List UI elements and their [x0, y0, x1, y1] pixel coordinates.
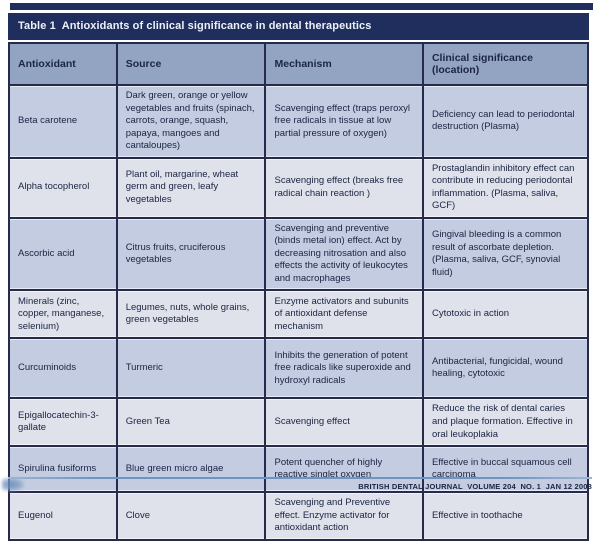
- journal-citation: BRITISH DENTAL JOURNAL VOLUME 204 NO. 1 …: [358, 482, 592, 491]
- table-row-minerals: Minerals (zinc, copper, manganese, selen…: [8, 289, 590, 340]
- page-top-rule: [10, 3, 593, 10]
- cell-mechanism: Enzyme activators and subunits of antiox…: [264, 289, 424, 340]
- table-row-ascorbic-acid: Ascorbic acid Citrus fruits, cruciferous…: [8, 216, 590, 292]
- cell-antioxidant: Curcuminoids: [8, 337, 118, 400]
- footer-rule: [8, 477, 592, 479]
- cell-source: Blue green micro algae: [115, 445, 267, 494]
- table-row-eugenol: Eugenol Clove Scavenging and Preventive …: [8, 491, 590, 541]
- cell-antioxidant: Minerals (zinc, copper, manganese, selen…: [8, 289, 118, 340]
- cell-source: Turmeric: [115, 337, 267, 400]
- table-row-epigallocatechin: Epigallocatechin-3-gallate Green Tea Sca…: [8, 397, 590, 448]
- table-row-alpha-tocopherol: Alpha tocopherol Plant oil, margarine, w…: [8, 156, 590, 219]
- cell-antioxidant: Ascorbic acid: [8, 216, 118, 292]
- cell-source: Plant oil, margarine, wheat germ and gre…: [115, 156, 267, 219]
- cell-clinical: Prostaglandin inhibitory effect can cont…: [421, 156, 590, 219]
- title-table-gap: [8, 40, 589, 42]
- corner-smudge-artifact: [2, 478, 24, 491]
- cell-clinical: Cytotoxic in action: [421, 289, 590, 340]
- cell-mechanism: Scavenging and preventive (binds metal i…: [264, 216, 424, 292]
- cell-mechanism: Scavenging and Preventive effect. Enzyme…: [264, 491, 424, 541]
- cell-clinical: Effective in toothache: [421, 491, 590, 541]
- cell-clinical: Effective in buccal squamous cell carcin…: [421, 445, 590, 494]
- cell-mechanism: Scavenging effect: [264, 397, 424, 448]
- cell-clinical: Reduce the risk of dental caries and pla…: [421, 397, 590, 448]
- cell-clinical: Antibacterial, fungicidal, wound healing…: [421, 337, 590, 400]
- cell-source: Legumes, nuts, whole grains, green veget…: [115, 289, 267, 340]
- column-header-mechanism: Mechanism: [264, 42, 424, 86]
- table-row-spirulina: Spirulina fusiforms Blue green micro alg…: [8, 445, 590, 494]
- cell-source: Clove: [115, 491, 267, 541]
- antioxidants-data-table: Antioxidant Source Mechanism Clinical si…: [8, 42, 590, 541]
- cell-mechanism: Scavenging effect (traps peroxyl free ra…: [264, 84, 424, 159]
- cell-source: Dark green, orange or yellow vegetables …: [115, 84, 267, 159]
- cell-clinical: Gingival bleeding is a common result of …: [421, 216, 590, 292]
- table-title: Table 1 Antioxidants of clinical signifi…: [8, 13, 589, 40]
- cell-antioxidant: Spirulina fusiforms: [8, 445, 118, 494]
- cell-antioxidant: Alpha tocopherol: [8, 156, 118, 219]
- cell-antioxidant: Eugenol: [8, 491, 118, 541]
- antioxidants-table: Table 1 Antioxidants of clinical signifi…: [8, 13, 590, 541]
- cell-antioxidant: Epigallocatechin-3-gallate: [8, 397, 118, 448]
- table-row-curcuminoids: Curcuminoids Turmeric Inhibits the gener…: [8, 337, 590, 400]
- table-header-row: Antioxidant Source Mechanism Clinical si…: [8, 42, 590, 86]
- column-header-clinical-significance: Clinical significance (location): [421, 42, 590, 86]
- cell-source: Citrus fruits, cruciferous vegetables: [115, 216, 267, 292]
- cell-antioxidant: Beta carotene: [8, 84, 118, 159]
- cell-source: Green Tea: [115, 397, 267, 448]
- column-header-antioxidant: Antioxidant: [8, 42, 118, 86]
- cell-mechanism: Potent quencher of highly reactive singl…: [264, 445, 424, 494]
- table-row-beta-carotene: Beta carotene Dark green, orange or yell…: [8, 84, 590, 159]
- cell-mechanism: Scavenging effect (breaks free radical c…: [264, 156, 424, 219]
- column-header-source: Source: [115, 42, 267, 86]
- cell-clinical: Deficiency can lead to periodontal destr…: [421, 84, 590, 159]
- cell-mechanism: Inhibits the generation of potent free r…: [264, 337, 424, 400]
